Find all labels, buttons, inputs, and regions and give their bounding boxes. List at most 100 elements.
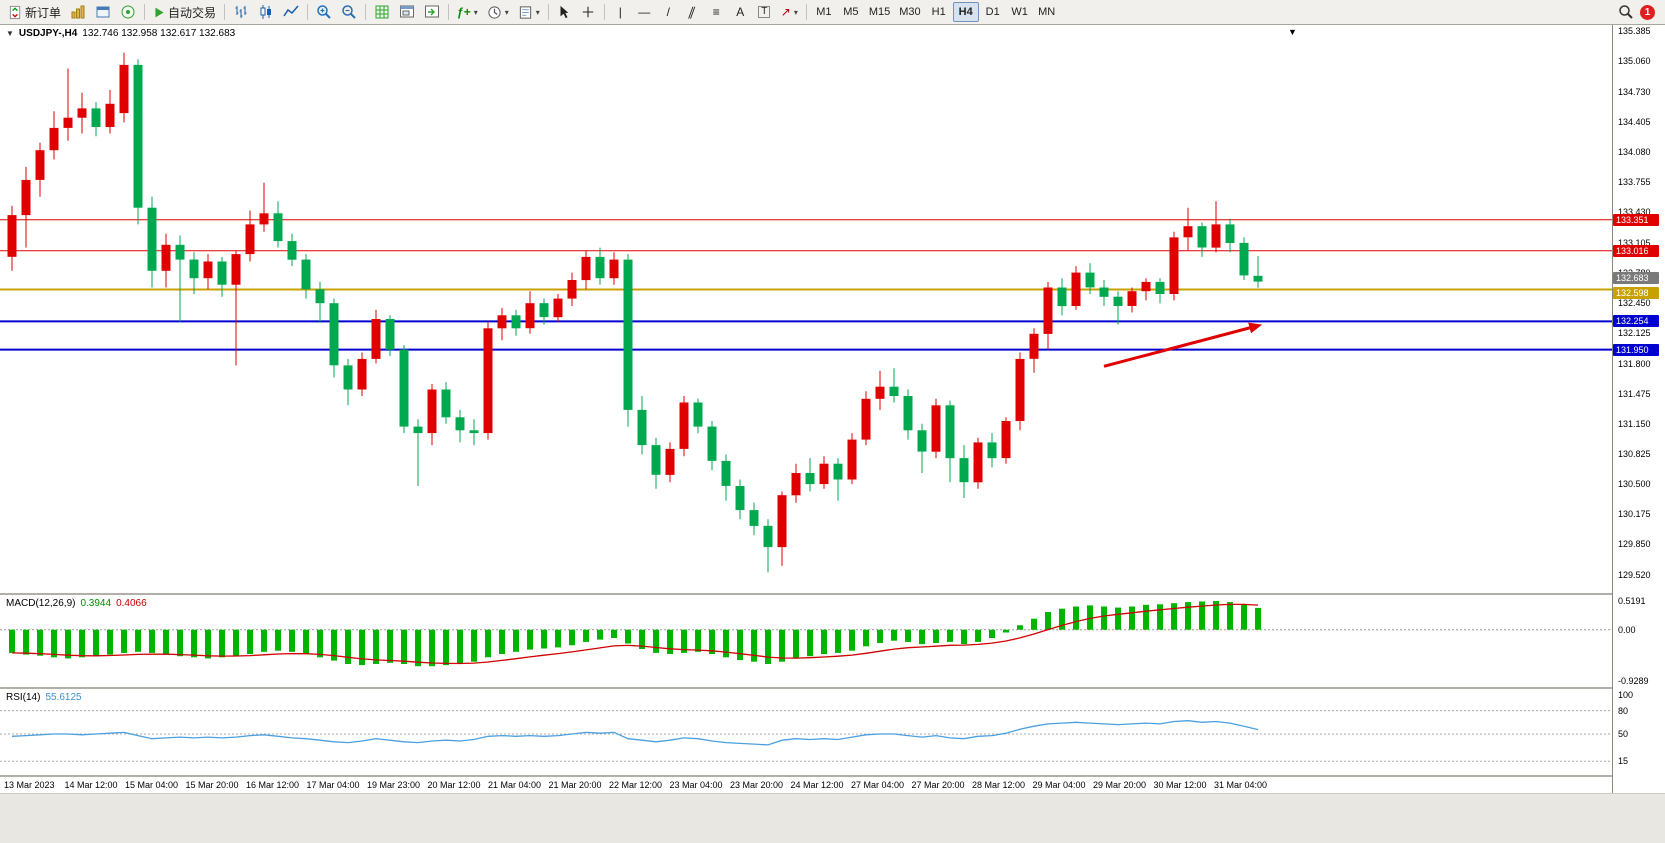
- main-chart-svg[interactable]: [0, 25, 1612, 593]
- rsi-line: [11, 720, 1259, 746]
- timeframe-mn-button[interactable]: MN: [1034, 2, 1060, 22]
- main-chart-canvas[interactable]: [0, 25, 1612, 593]
- chart-shift-icon: [424, 4, 440, 20]
- scale-label: 130.175: [1618, 509, 1651, 520]
- timeframe-m1-button[interactable]: M1: [811, 2, 837, 22]
- macd-pane[interactable]: [0, 595, 1612, 687]
- line-chart-icon: [283, 4, 299, 20]
- timeframe-m30-button[interactable]: M30: [895, 2, 924, 22]
- scale-label: 0.5191: [1618, 596, 1646, 606]
- arrows-button[interactable]: ↗ ▾: [777, 2, 802, 23]
- rsi-svg: [0, 710, 1612, 762]
- fibonacci-button[interactable]: ≡: [705, 2, 728, 23]
- scale-label: 0.00: [1618, 624, 1636, 635]
- bar-chart-button[interactable]: [229, 2, 253, 23]
- scale-label: 134.405: [1618, 116, 1651, 127]
- separator: [224, 4, 226, 20]
- separator: [448, 4, 450, 20]
- vertical-line-button[interactable]: |: [609, 2, 632, 23]
- market-watch-button[interactable]: [66, 2, 90, 23]
- time-axis-label: 24 Mar 12:00: [790, 780, 844, 790]
- scale-label: 132.450: [1618, 298, 1651, 309]
- templates-button[interactable]: ▾: [514, 2, 544, 23]
- scale-label: 133.105: [1618, 237, 1651, 248]
- trendline-button[interactable]: /: [657, 2, 680, 23]
- navigator-button[interactable]: [116, 2, 140, 23]
- chart-shift-button[interactable]: [420, 2, 444, 23]
- zoom-out-button[interactable]: [337, 2, 361, 23]
- pane-splitter[interactable]: [0, 593, 1612, 595]
- timeframe-m5-button[interactable]: M5: [838, 2, 864, 22]
- search-icon[interactable]: [1618, 4, 1634, 20]
- time-axis-label: 13 Mar 2023: [4, 780, 55, 790]
- scale-label: 135.385: [1618, 26, 1651, 36]
- label-button[interactable]: T: [753, 2, 776, 23]
- crosshair-icon: [581, 5, 595, 19]
- time-axis[interactable]: 13 Mar 2023 14 Mar 12:00 15 Mar 04:00 15 Ma…: [0, 777, 1612, 793]
- separator: [365, 4, 367, 20]
- data-window-button[interactable]: [91, 2, 115, 23]
- time-axis-label: 29 Mar 04:00: [1032, 780, 1086, 790]
- cursor-button[interactable]: [553, 2, 576, 23]
- chevron-down-icon: ▾: [793, 7, 798, 17]
- scale-label: 133.430: [1618, 207, 1651, 218]
- separator: [144, 4, 146, 20]
- cursor-icon: [557, 5, 571, 19]
- timeframe-h4-button[interactable]: H4: [952, 2, 979, 22]
- rsi-pane[interactable]: [0, 689, 1612, 775]
- zoom-in-button[interactable]: [312, 2, 336, 23]
- status-area: [0, 793, 1665, 843]
- line-chart-button[interactable]: [279, 2, 303, 23]
- chevron-down-icon: ▾: [473, 7, 478, 17]
- time-axis-label: 30 Mar 12:00: [1153, 780, 1207, 790]
- vertical-line-icon: |: [618, 5, 622, 19]
- notification-badge[interactable]: 1: [1640, 4, 1655, 20]
- time-axis-label: 15 Mar 04:00: [125, 780, 179, 790]
- periods-button[interactable]: ▾: [483, 2, 513, 23]
- fibonacci-icon: ≡: [712, 5, 720, 19]
- scale-label: 134.080: [1618, 147, 1651, 157]
- add-indicator-button[interactable]: ƒ+ ▾: [453, 2, 482, 23]
- channel-button[interactable]: ∥: [681, 2, 704, 23]
- scale-label: 80: [1618, 705, 1629, 716]
- data-window-icon: [95, 4, 111, 20]
- separator: [547, 4, 549, 20]
- new-order-button[interactable]: 新订单: [4, 2, 65, 23]
- indicator-list-button[interactable]: [370, 2, 394, 23]
- price-scale[interactable]: 135.385 135.060 134.730 134.405 134.080 133.7…: [1612, 25, 1665, 793]
- rsi-value: 55.6125: [45, 692, 82, 703]
- candlestick-chart-icon: [258, 4, 274, 20]
- crosshair-button[interactable]: [577, 2, 600, 23]
- timeframe-h1-button[interactable]: H1: [926, 2, 952, 22]
- candlestick-chart-button[interactable]: [254, 2, 278, 23]
- scale-label: 100: [1618, 690, 1634, 700]
- separator: [307, 4, 309, 20]
- timeframe-w1-button[interactable]: W1: [1007, 2, 1033, 22]
- chart-window[interactable]: ▼ USDJPY-,H4 132.746 132.958 132.617 132…: [0, 25, 1612, 793]
- pane-splitter[interactable]: [0, 687, 1612, 689]
- auto-trading-button[interactable]: 自动交易: [149, 2, 220, 23]
- time-axis-label: 31 Mar 04:00: [1214, 780, 1268, 790]
- price-tag-133.016: 133.016: [1613, 244, 1659, 257]
- chart-title: ▼ USDJPY-,H4 132.746 132.958 132.617 132…: [6, 28, 235, 39]
- timeframe-m15-button[interactable]: M15: [865, 2, 894, 22]
- chevron-down-icon: ▾: [535, 7, 540, 17]
- trendline-icon: /: [666, 5, 670, 19]
- template-icon: [518, 5, 533, 20]
- chart-dropdown-icon[interactable]: ▼: [6, 29, 14, 38]
- auto-trading-icon: [153, 6, 166, 19]
- macd-histogram: [9, 601, 1261, 667]
- scale-label: 131.150: [1618, 418, 1651, 429]
- timeframe-d1-button[interactable]: D1: [980, 2, 1006, 22]
- label-icon: T: [758, 6, 771, 18]
- scale-label: 134.730: [1618, 86, 1651, 97]
- scale-label: 131.475: [1618, 388, 1651, 399]
- tile-windows-button[interactable]: [395, 2, 419, 23]
- scale-label: 131.800: [1618, 358, 1651, 369]
- arrow-annotation[interactable]: [1103, 322, 1263, 368]
- text-button[interactable]: A: [729, 2, 752, 23]
- price-tag-132.598: 132.598: [1613, 286, 1659, 299]
- chart-shift-marker[interactable]: ▼: [1288, 27, 1297, 37]
- symbol-period-label: USDJPY-,H4: [18, 28, 78, 39]
- horizontal-line-button[interactable]: —: [633, 2, 656, 23]
